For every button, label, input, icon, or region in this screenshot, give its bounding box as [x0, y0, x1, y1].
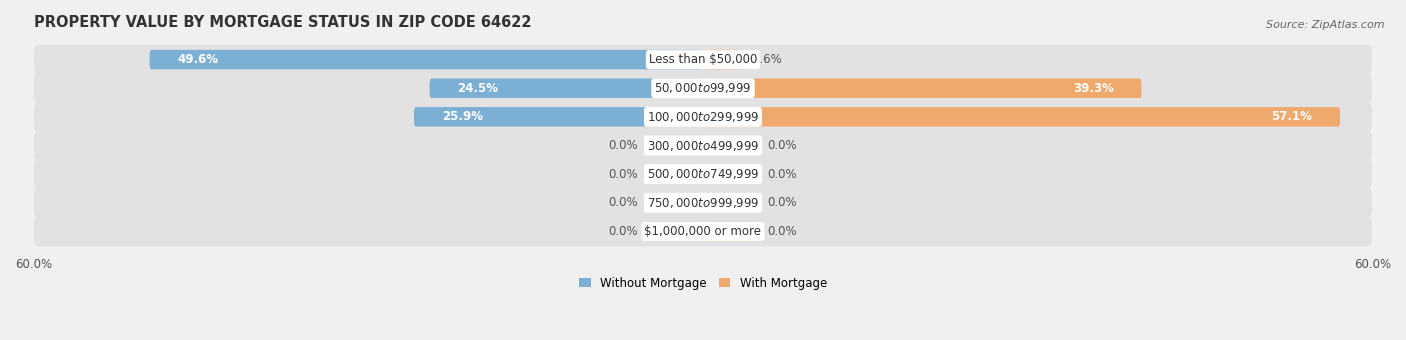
FancyBboxPatch shape	[703, 222, 759, 241]
Text: 39.3%: 39.3%	[1073, 82, 1114, 95]
FancyBboxPatch shape	[703, 79, 1142, 98]
Text: 0.0%: 0.0%	[768, 168, 797, 181]
Text: $50,000 to $99,999: $50,000 to $99,999	[654, 81, 752, 95]
FancyBboxPatch shape	[703, 136, 759, 155]
Text: PROPERTY VALUE BY MORTGAGE STATUS IN ZIP CODE 64622: PROPERTY VALUE BY MORTGAGE STATUS IN ZIP…	[34, 15, 531, 30]
Text: 25.9%: 25.9%	[441, 110, 482, 123]
FancyBboxPatch shape	[34, 217, 1372, 246]
Text: 0.0%: 0.0%	[768, 225, 797, 238]
Text: 0.0%: 0.0%	[609, 196, 638, 209]
FancyBboxPatch shape	[703, 165, 759, 184]
FancyBboxPatch shape	[34, 73, 1372, 103]
Text: 57.1%: 57.1%	[1271, 110, 1312, 123]
FancyBboxPatch shape	[647, 136, 703, 155]
Text: 0.0%: 0.0%	[609, 225, 638, 238]
FancyBboxPatch shape	[34, 131, 1372, 160]
Text: Less than $50,000: Less than $50,000	[648, 53, 758, 66]
Text: $1,000,000 or more: $1,000,000 or more	[644, 225, 762, 238]
FancyBboxPatch shape	[34, 159, 1372, 189]
Text: 0.0%: 0.0%	[609, 168, 638, 181]
FancyBboxPatch shape	[430, 79, 703, 98]
FancyBboxPatch shape	[647, 222, 703, 241]
Text: $300,000 to $499,999: $300,000 to $499,999	[647, 138, 759, 153]
FancyBboxPatch shape	[149, 50, 703, 69]
FancyBboxPatch shape	[647, 193, 703, 212]
FancyBboxPatch shape	[703, 50, 744, 69]
FancyBboxPatch shape	[34, 188, 1372, 218]
Text: 3.6%: 3.6%	[752, 53, 782, 66]
Text: $750,000 to $999,999: $750,000 to $999,999	[647, 196, 759, 210]
FancyBboxPatch shape	[703, 107, 1340, 126]
FancyBboxPatch shape	[34, 45, 1372, 74]
FancyBboxPatch shape	[413, 107, 703, 126]
FancyBboxPatch shape	[703, 193, 759, 212]
Text: 0.0%: 0.0%	[768, 196, 797, 209]
Text: 49.6%: 49.6%	[177, 53, 218, 66]
FancyBboxPatch shape	[647, 165, 703, 184]
Text: $500,000 to $749,999: $500,000 to $749,999	[647, 167, 759, 181]
Text: $100,000 to $299,999: $100,000 to $299,999	[647, 110, 759, 124]
Text: Source: ZipAtlas.com: Source: ZipAtlas.com	[1267, 20, 1385, 30]
Text: 0.0%: 0.0%	[609, 139, 638, 152]
Text: 0.0%: 0.0%	[768, 139, 797, 152]
Text: 24.5%: 24.5%	[457, 82, 499, 95]
FancyBboxPatch shape	[34, 102, 1372, 132]
Legend: Without Mortgage, With Mortgage: Without Mortgage, With Mortgage	[574, 272, 832, 294]
